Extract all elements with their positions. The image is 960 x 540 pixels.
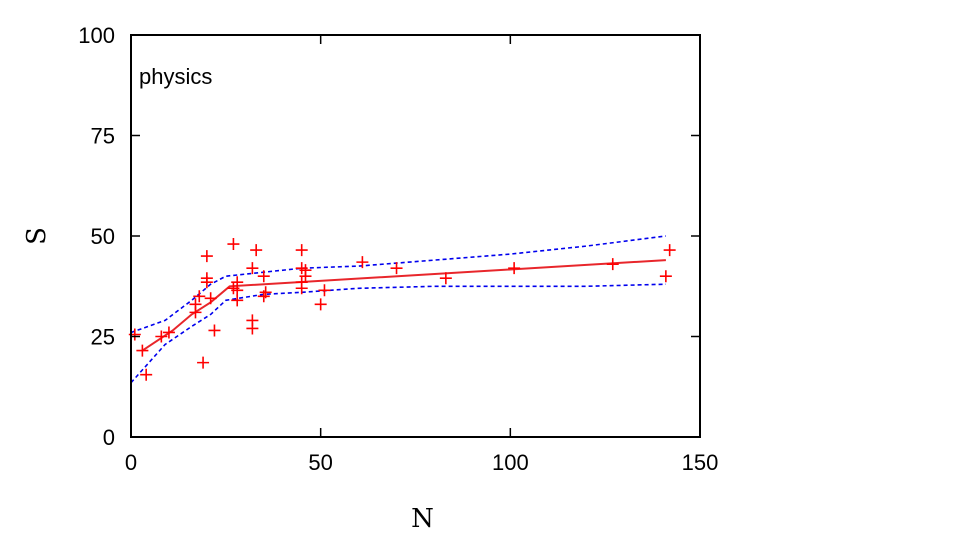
data-point xyxy=(246,262,259,275)
x-tick-label: 50 xyxy=(308,450,332,475)
x-tick-label: 100 xyxy=(492,450,529,475)
data-point xyxy=(606,258,619,271)
data-point xyxy=(231,276,244,289)
data-point xyxy=(197,356,210,369)
band-lower-line xyxy=(130,283,666,384)
y-axis-label: S xyxy=(22,227,52,245)
data-points xyxy=(128,238,676,381)
data-point xyxy=(356,256,369,269)
data-point xyxy=(439,272,452,285)
data-point xyxy=(193,290,206,303)
data-point xyxy=(659,270,672,283)
data-point xyxy=(390,262,403,275)
data-point xyxy=(155,330,168,343)
data-point xyxy=(246,314,259,327)
y-tick-label: 0 xyxy=(103,425,115,450)
data-point xyxy=(318,284,331,297)
plot-frame xyxy=(130,34,701,438)
data-point xyxy=(250,244,263,257)
data-point xyxy=(314,298,327,311)
band-upper-line xyxy=(130,235,667,334)
data-point xyxy=(208,324,221,337)
data-point xyxy=(200,272,213,285)
confidence-band xyxy=(130,235,667,384)
chart-annotation: physics xyxy=(139,64,212,89)
x-tick-label: 150 xyxy=(682,450,719,475)
data-point xyxy=(227,238,240,251)
data-point xyxy=(204,292,217,305)
data-point xyxy=(136,344,149,357)
data-point xyxy=(231,294,244,307)
data-point xyxy=(663,244,676,257)
data-point xyxy=(162,326,175,339)
axis-ticks: 0 50 100 150 0 25 50 75 100 xyxy=(78,23,718,475)
x-axis-label: N xyxy=(411,504,434,534)
x-tick-label: 0 xyxy=(125,450,137,475)
data-point xyxy=(257,270,270,283)
y-tick-label: 100 xyxy=(78,23,115,48)
y-tick-label: 75 xyxy=(91,124,115,149)
data-point xyxy=(140,368,153,381)
y-tick-label: 50 xyxy=(91,224,115,249)
data-point xyxy=(299,270,312,283)
data-point xyxy=(508,262,521,275)
data-point xyxy=(200,250,213,263)
data-point xyxy=(295,282,308,295)
y-tick-label: 25 xyxy=(91,325,115,350)
data-point xyxy=(189,298,202,311)
data-point xyxy=(295,244,308,257)
data-point xyxy=(259,286,272,299)
